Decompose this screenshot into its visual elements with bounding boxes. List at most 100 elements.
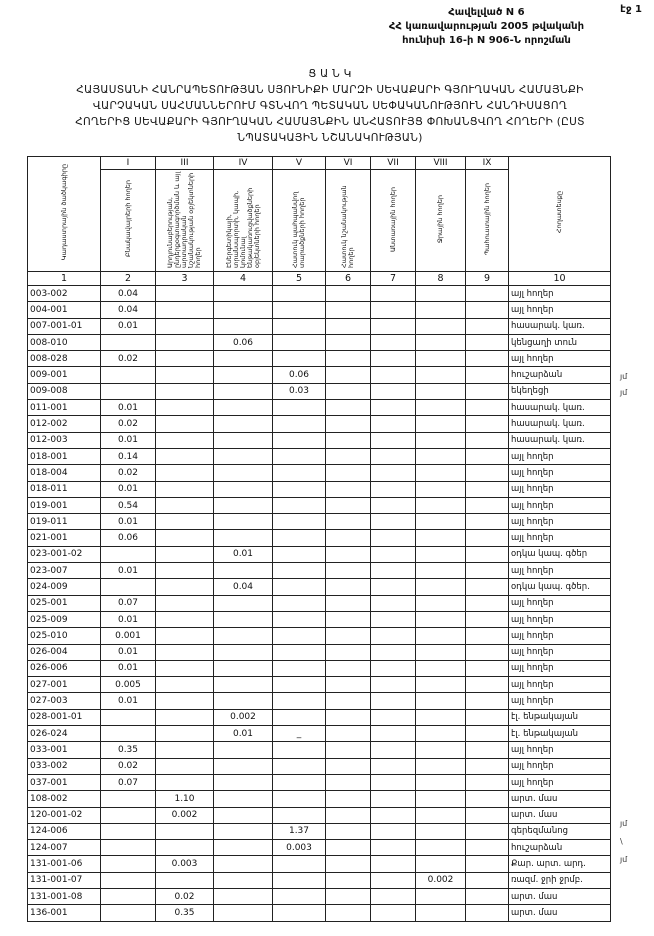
column-number: 10 — [508, 271, 611, 286]
cadastral-code: 004-001 — [27, 301, 101, 319]
table-row: 131-001-07 0.002 ռազմ. ջրի ջրմբ. — [27, 871, 611, 889]
area-value: 0.01 — [100, 431, 156, 449]
area-value: 0.002 — [415, 871, 466, 889]
area-value — [370, 871, 416, 889]
area-value — [370, 757, 416, 775]
area-value: 0.04 — [100, 284, 156, 303]
area-value — [465, 627, 509, 645]
area-value — [272, 350, 326, 368]
area-value — [155, 464, 214, 482]
table-row: 018-001 0.14 այլ հողեր — [27, 447, 611, 466]
area-value — [325, 643, 371, 661]
area-value — [155, 692, 214, 710]
area-value — [370, 284, 416, 303]
cadastral-code: 108-002 — [27, 790, 101, 808]
area-value — [370, 545, 416, 564]
table-row: 007-001-01 0.01 հասարակ. կառ. — [27, 317, 611, 335]
area-value — [370, 822, 416, 841]
land-type: օդկա կապ. գծեր. — [508, 578, 611, 596]
cadastral-code: 025-001 — [27, 594, 101, 612]
area-value — [465, 790, 509, 808]
area-value — [415, 350, 466, 368]
area-value — [325, 562, 371, 580]
area-value — [213, 382, 273, 401]
area-value: 0.002 — [155, 806, 214, 824]
area-value — [325, 806, 371, 824]
header-cell: Ջրային հողեր — [415, 169, 466, 272]
area-value — [213, 627, 273, 645]
area-value: 0.02 — [100, 350, 156, 368]
land-type: այլ հողեր — [508, 562, 611, 580]
cadastral-code: 009-008 — [27, 382, 101, 401]
area-value — [213, 301, 273, 319]
land-type: այլ հողեր — [508, 594, 611, 612]
cadastral-code: 019-001 — [27, 496, 101, 515]
area-value — [155, 659, 214, 678]
margin-note: յմ — [620, 388, 628, 397]
area-value — [415, 806, 466, 824]
table-row: 018-004 0.02 այլ հողեր — [27, 464, 611, 482]
land-type: արտ. մաս — [508, 887, 611, 906]
roman-numeral: V — [272, 156, 326, 170]
area-value — [370, 725, 416, 743]
area-value — [465, 839, 509, 857]
area-value — [370, 529, 416, 547]
header-cell: Բնակավայրերի հողեր — [100, 169, 156, 272]
cadastral-code: 033-001 — [27, 741, 101, 759]
area-value — [155, 284, 214, 303]
area-value — [213, 447, 273, 466]
area-value: _ — [272, 725, 326, 743]
area-value — [213, 790, 273, 808]
title-line: ՎԱՐՉԱԿԱՆ ՍԱՀՄԱՆՆԵՐՈՒՄ ԳՏՆՎՈՂ ՊԵՏԱԿԱՆ ՍԵՓ… — [92, 100, 568, 112]
cadastral-code: 131-001-07 — [27, 871, 101, 889]
table-row: 004-001 0.04 այլ հողեր — [27, 301, 611, 319]
area-value — [370, 643, 416, 661]
area-value: 0.07 — [100, 594, 156, 612]
land-type: էլ. ենթակայան — [508, 725, 611, 743]
land-type: այլ հողեր — [508, 676, 611, 694]
area-value — [370, 594, 416, 612]
area-value — [415, 855, 466, 873]
table-row: 026-004 0.01 այլ հողեր — [27, 643, 611, 661]
land-type: այլ հողեր — [508, 496, 611, 515]
area-value — [272, 399, 326, 417]
land-type: ռազմ. ջրի ջրմբ. — [508, 871, 611, 889]
area-value — [370, 708, 416, 727]
area-value — [325, 839, 371, 857]
area-value — [370, 562, 416, 580]
area-value — [272, 610, 326, 629]
table-row: 027-001 0.005 այլ հողեր — [27, 676, 611, 694]
area-value — [325, 415, 371, 433]
title-line: ՀԱՅԱՍՏԱՆԻ ՀԱՆՐԱՊԵՏՈՒԹՅԱՆ ՍՅՈՒՆԻՔԻ ՄԱՐԶԻ … — [76, 84, 584, 96]
table-row: 108-002 1.10 արտ. մաս — [27, 790, 611, 808]
area-value — [100, 822, 156, 841]
land-type: էլ. ենթակայան — [508, 708, 611, 727]
area-value — [415, 562, 466, 580]
area-value — [370, 513, 416, 531]
area-value — [325, 464, 371, 482]
area-value — [415, 757, 466, 775]
table-row: 027-003 0.01 այլ հողեր — [27, 692, 611, 710]
area-value — [370, 480, 416, 498]
cadastral-code: 026-024 — [27, 725, 101, 743]
document-header: Հավելված N 6 ՀՀ կառավարության 2005 թվակա… — [389, 6, 584, 48]
area-value — [100, 382, 156, 401]
area-value — [272, 594, 326, 612]
area-value — [155, 545, 214, 564]
table-row: 024-009 0.04 օդկա կապ. գծեր. — [27, 578, 611, 596]
column-number: 1 — [27, 271, 101, 286]
table-row: 011-001 0.01 հասարակ. կառ. — [27, 399, 611, 417]
area-value — [415, 399, 466, 417]
header-cell: Արդյունաբերության, ընդերքօգտագործման և ա… — [155, 169, 214, 272]
area-value — [213, 284, 273, 303]
area-value — [465, 464, 509, 482]
area-value — [213, 480, 273, 498]
area-value — [213, 659, 273, 678]
area-value — [415, 496, 466, 515]
roman-numeral: VIII — [415, 156, 466, 170]
area-value — [465, 610, 509, 629]
cadastral-code: 131-001-08 — [27, 887, 101, 906]
area-value — [325, 790, 371, 808]
column-number: 3 — [155, 271, 214, 286]
area-value — [465, 822, 509, 841]
